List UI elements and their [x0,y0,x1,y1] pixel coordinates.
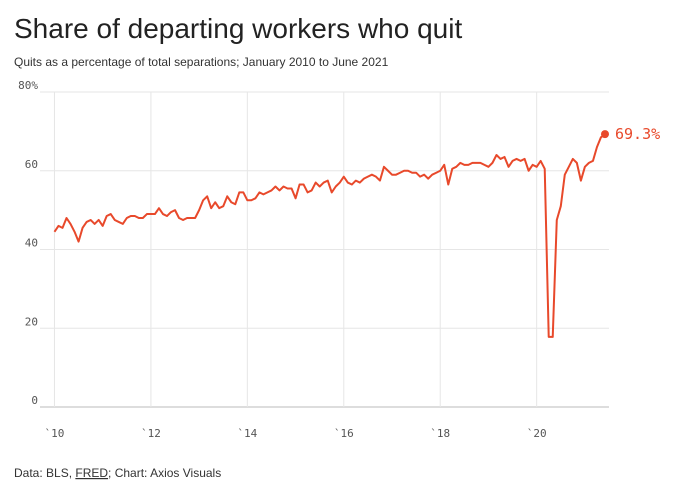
chart-title: Share of departing workers who quit [14,13,462,44]
x-tick-label: `20 [527,427,547,440]
source: Data: BLS, FRED; Chart: Axios Visuals [14,466,221,480]
x-tick-label: `12 [141,427,161,440]
value-label: 69.3% [615,125,660,143]
line [53,133,606,338]
y-tick-label: 20 [25,315,38,328]
x-tick-label: `10 [45,427,65,440]
y-tick-label: 40 [25,237,38,250]
x-tick-label: `14 [237,427,257,440]
source-text: Data: BLS, [14,466,75,480]
chart-subtitle: Quits as a percentage of total separatio… [14,55,389,69]
x-tick-label: `18 [430,427,450,440]
y-tick-label: 60 [25,158,38,171]
source-link[interactable]: FRED [75,466,108,480]
end-point [600,130,609,139]
source-text: ; Chart: Axios Visuals [108,466,221,480]
y-tick-label: 0 [31,394,38,407]
x-tick-label: `16 [334,427,354,440]
y-tick-label: 80% [18,79,38,92]
